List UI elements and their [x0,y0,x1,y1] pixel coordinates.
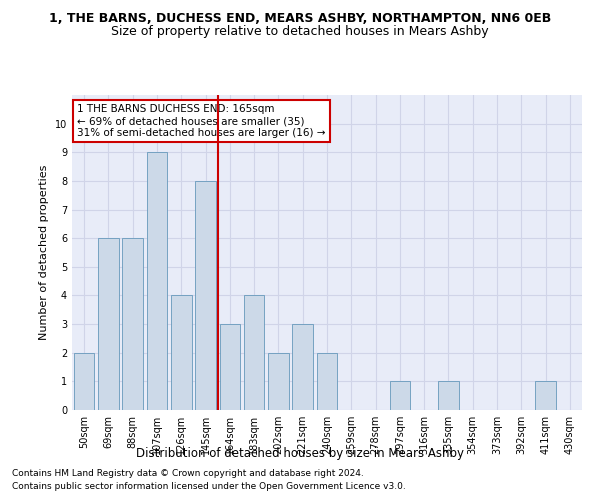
Bar [268,352,289,410]
Bar [146,152,167,410]
Bar [195,181,216,410]
Bar [74,352,94,410]
Bar [98,238,119,410]
Text: Contains public sector information licensed under the Open Government Licence v3: Contains public sector information licen… [12,482,406,491]
Y-axis label: Number of detached properties: Number of detached properties [40,165,49,340]
Text: Distribution of detached houses by size in Mears Ashby: Distribution of detached houses by size … [136,448,464,460]
Bar [292,324,313,410]
Bar [535,382,556,410]
Bar [317,352,337,410]
Bar [171,296,191,410]
Bar [438,382,459,410]
Text: Contains HM Land Registry data © Crown copyright and database right 2024.: Contains HM Land Registry data © Crown c… [12,468,364,477]
Bar [389,382,410,410]
Bar [244,296,265,410]
Bar [122,238,143,410]
Bar [220,324,240,410]
Text: Size of property relative to detached houses in Mears Ashby: Size of property relative to detached ho… [111,25,489,38]
Text: 1, THE BARNS, DUCHESS END, MEARS ASHBY, NORTHAMPTON, NN6 0EB: 1, THE BARNS, DUCHESS END, MEARS ASHBY, … [49,12,551,26]
Text: 1 THE BARNS DUCHESS END: 165sqm
← 69% of detached houses are smaller (35)
31% of: 1 THE BARNS DUCHESS END: 165sqm ← 69% of… [77,104,326,138]
